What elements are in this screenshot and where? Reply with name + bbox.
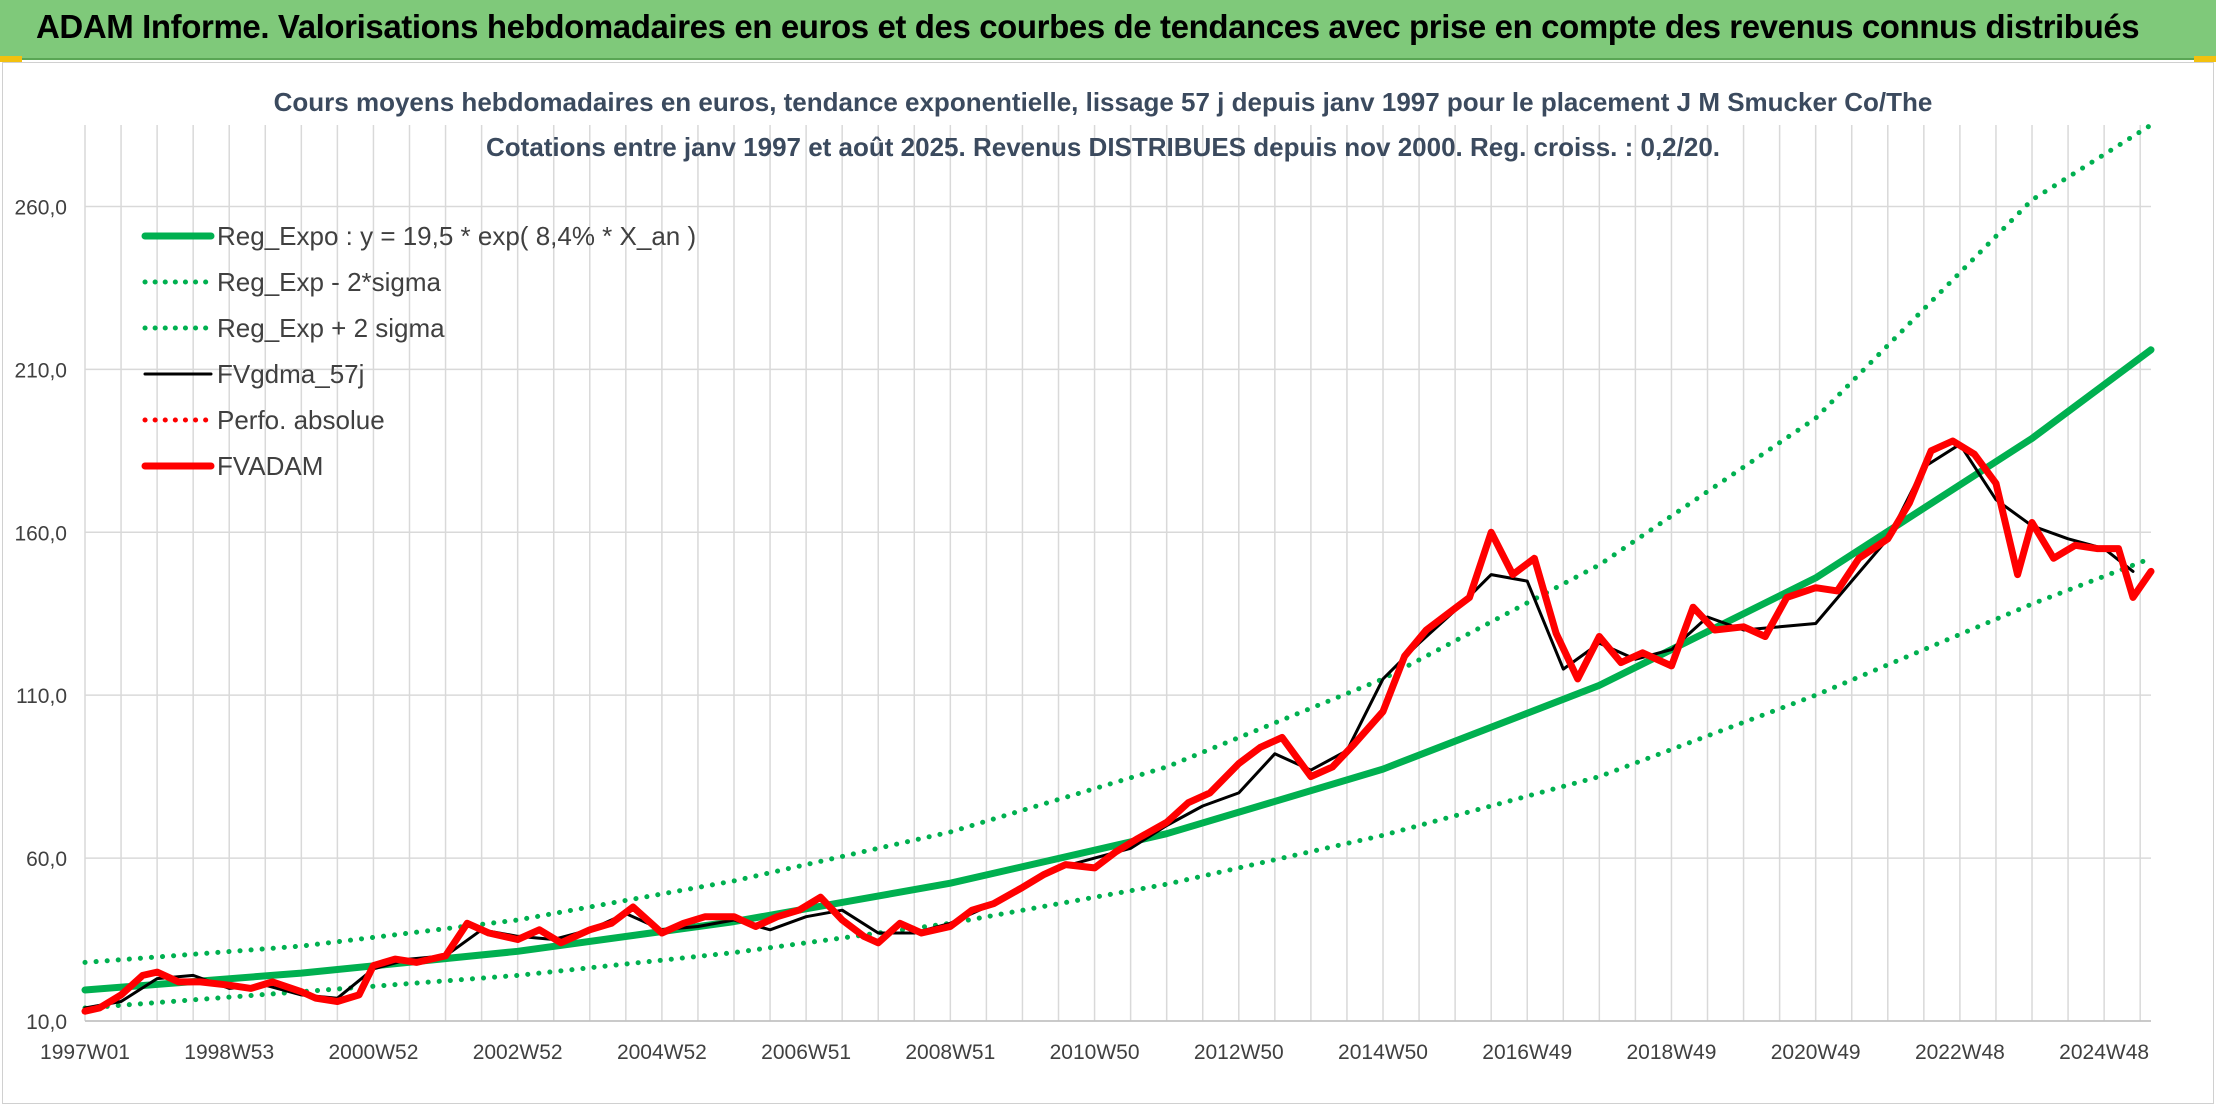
chart: 10,0 60,0 110,0 160,0 210,0 260,0 1997W01 1998… — [14, 87, 2155, 1064]
x-tick-label: 2018W49 — [1627, 1041, 1717, 1064]
series-line-2 — [82, 122, 2154, 965]
page-title: ADAM Informe. Valorisations hebdomadaire… — [36, 8, 2140, 45]
legend-label: Reg_Exp + 2 sigma — [217, 313, 445, 343]
banner-accent-left — [0, 56, 22, 62]
series-line-0 — [81, 346, 2155, 994]
y-tick-label: 10,0 — [26, 1011, 67, 1034]
legend: Reg_Expo : y = 19,5 * exp( 8,4% * X_an )… — [141, 221, 696, 481]
x-tick-label: 2016W49 — [1482, 1041, 1572, 1064]
y-tick-label: 210,0 — [14, 359, 67, 382]
chart-title-line-2: Cotations entre janv 1997 et août 2025. … — [486, 132, 1720, 162]
legend-label: Reg_Exp - 2*sigma — [217, 267, 442, 297]
chart-frame: 10,0 60,0 110,0 160,0 210,0 260,0 1997W01 1998… — [2, 62, 2214, 1104]
y-tick-label: 60,0 — [26, 848, 67, 871]
x-tick-label: 1998W53 — [184, 1041, 274, 1064]
legend-label: Perfo. absolue — [217, 405, 385, 435]
title-banner: ADAM Informe. Valorisations hebdomadaire… — [0, 0, 2216, 60]
x-tick-label: 2020W49 — [1771, 1041, 1861, 1064]
series-line-3 — [83, 442, 2135, 1010]
legend-label: Reg_Expo : y = 19,5 * exp( 8,4% * X_an ) — [217, 221, 696, 251]
y-tick-label: 110,0 — [16, 685, 67, 708]
x-tick-label: 2008W51 — [905, 1041, 995, 1064]
y-axis-ticks: 10,0 60,0 110,0 160,0 210,0 260,0 — [14, 196, 67, 1034]
y-tick-label: 260,0 — [14, 196, 67, 219]
legend-label: FVADAM — [217, 451, 323, 481]
series-line-1 — [82, 555, 2154, 1011]
x-tick-label: 2022W48 — [1915, 1041, 2005, 1064]
banner-accent-right — [2194, 56, 2216, 62]
x-tick-label: 2014W50 — [1338, 1041, 1428, 1064]
x-tick-label: 2004W52 — [617, 1041, 707, 1064]
series-layer — [81, 122, 2155, 1015]
x-tick-label: 2012W50 — [1194, 1041, 1284, 1064]
x-tick-label: 1997W01 — [40, 1041, 130, 1064]
x-axis-ticks: 1997W01 1998W53 2000W52 2002W52 2004W52 2006W… — [40, 1041, 2149, 1064]
legend-label: FVgdma_57j — [217, 359, 364, 389]
series-line-5 — [81, 437, 2155, 1015]
x-tick-label: 2010W50 — [1050, 1041, 1140, 1064]
x-tick-label: 2000W52 — [328, 1041, 418, 1064]
x-tick-label: 2024W48 — [2059, 1041, 2149, 1064]
x-tick-label: 2002W52 — [473, 1041, 563, 1064]
grid — [84, 125, 2151, 1022]
x-tick-label: 2006W51 — [761, 1041, 851, 1064]
y-tick-label: 160,0 — [14, 522, 67, 545]
chart-title-line-1: Cours moyens hebdomadaires en euros, ten… — [274, 87, 1933, 117]
